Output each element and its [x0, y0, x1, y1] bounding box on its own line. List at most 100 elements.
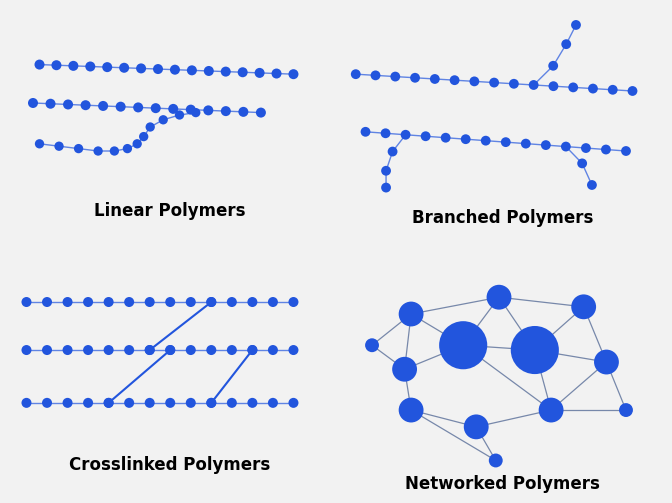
Point: [116, 103, 126, 111]
Point: [204, 67, 214, 75]
Point: [165, 399, 175, 407]
Point: [119, 64, 130, 72]
Point: [21, 298, 32, 306]
Point: [133, 104, 144, 112]
Point: [387, 147, 398, 155]
Point: [103, 346, 114, 354]
Point: [367, 341, 378, 349]
Point: [103, 399, 114, 407]
Point: [206, 399, 216, 407]
Point: [601, 145, 612, 153]
Point: [185, 399, 196, 407]
Point: [226, 399, 237, 407]
Point: [42, 298, 52, 306]
Point: [420, 132, 431, 140]
Point: [607, 86, 618, 94]
Point: [21, 346, 32, 354]
Point: [587, 85, 598, 93]
Point: [144, 346, 155, 354]
Point: [124, 346, 134, 354]
Point: [548, 62, 558, 70]
Point: [288, 298, 299, 306]
Point: [103, 298, 114, 306]
Point: [220, 107, 231, 115]
Point: [501, 138, 511, 146]
Point: [28, 99, 38, 107]
Point: [165, 298, 175, 306]
Point: [548, 82, 559, 90]
Point: [80, 101, 91, 109]
Point: [360, 128, 371, 136]
Text: Crosslinked Polymers: Crosslinked Polymers: [69, 456, 270, 474]
Point: [153, 65, 163, 73]
Point: [560, 142, 571, 150]
Point: [380, 129, 391, 137]
Point: [410, 74, 421, 82]
Point: [399, 365, 410, 373]
Point: [621, 147, 632, 155]
Point: [97, 102, 108, 110]
Point: [83, 399, 93, 407]
Point: [561, 40, 572, 48]
Point: [380, 167, 391, 175]
Point: [51, 61, 62, 69]
Point: [267, 298, 278, 306]
Point: [627, 87, 638, 95]
Point: [288, 346, 299, 354]
Point: [581, 144, 591, 152]
Point: [494, 293, 505, 301]
Point: [62, 298, 73, 306]
Point: [168, 105, 179, 113]
Point: [165, 346, 175, 354]
Point: [390, 72, 401, 80]
Point: [528, 81, 539, 89]
Point: [267, 346, 278, 354]
Point: [247, 346, 258, 354]
Point: [267, 399, 278, 407]
Point: [255, 109, 266, 117]
Point: [124, 399, 134, 407]
Point: [21, 399, 32, 407]
Point: [220, 67, 231, 75]
Point: [174, 111, 185, 119]
Point: [226, 346, 237, 354]
Point: [85, 62, 95, 70]
Point: [136, 64, 146, 72]
Point: [185, 298, 196, 306]
Point: [206, 298, 216, 306]
Point: [530, 346, 540, 354]
Point: [429, 75, 440, 83]
Point: [34, 140, 45, 148]
Point: [144, 298, 155, 306]
Point: [62, 399, 73, 407]
Point: [169, 66, 180, 74]
Point: [185, 346, 196, 354]
Point: [247, 346, 258, 354]
Point: [144, 346, 155, 354]
Point: [449, 76, 460, 84]
Point: [145, 123, 156, 131]
Point: [54, 142, 65, 150]
Point: [571, 21, 581, 29]
Text: Branched Polymers: Branched Polymers: [411, 209, 593, 227]
Point: [144, 399, 155, 407]
Point: [45, 100, 56, 108]
Point: [203, 106, 214, 114]
Point: [42, 346, 52, 354]
Point: [568, 83, 579, 92]
Point: [165, 346, 175, 354]
Point: [238, 108, 249, 116]
Point: [489, 78, 499, 87]
Point: [83, 346, 93, 354]
Point: [491, 456, 501, 464]
Point: [103, 399, 114, 407]
Point: [546, 406, 556, 414]
Point: [480, 137, 491, 145]
Point: [206, 346, 216, 354]
Point: [185, 106, 196, 114]
Point: [190, 109, 201, 117]
Point: [62, 346, 73, 354]
Point: [254, 69, 265, 77]
Point: [471, 423, 482, 431]
Text: Linear Polymers: Linear Polymers: [94, 202, 245, 220]
